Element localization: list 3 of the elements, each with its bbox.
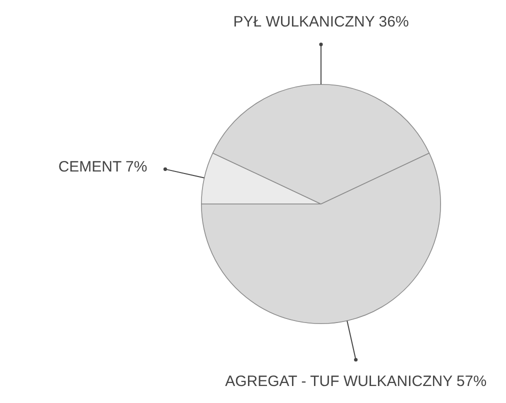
slice-label: CEMENT 7% [58,158,148,176]
slice-label: PYŁ WULKANICZNY 36% [233,14,409,31]
slice-label: AGREGAT - TUF WULKANICZNY 57% [225,372,487,390]
